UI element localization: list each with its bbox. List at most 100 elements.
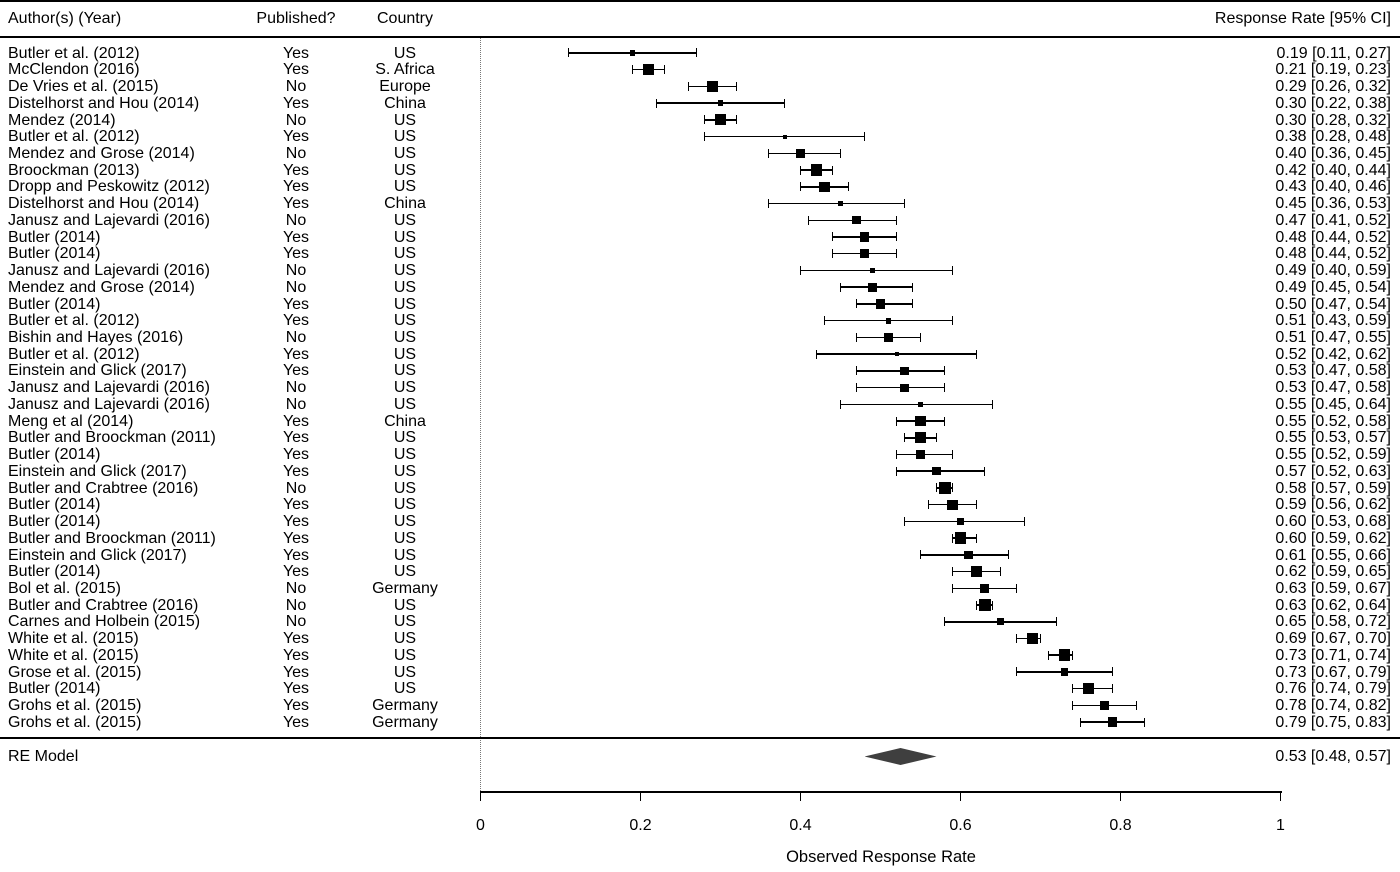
study-country: US <box>393 128 417 146</box>
study-published: Yes <box>282 195 310 213</box>
study-published: Yes <box>282 312 310 330</box>
point-estimate-square <box>915 449 926 460</box>
study-country: US <box>393 312 417 330</box>
study-published: Yes <box>282 546 310 564</box>
study-country: Europe <box>379 78 431 96</box>
study-estimate-ci: 0.51 [0.47, 0.55] <box>1275 329 1391 346</box>
study-published: Yes <box>282 94 310 112</box>
point-estimate-square <box>900 383 909 392</box>
study-country: US <box>393 496 417 514</box>
ci-cap-right <box>1135 700 1138 710</box>
point-estimate-square <box>1107 717 1118 727</box>
study-country: Germany <box>372 713 438 731</box>
study-estimate-ci: 0.49 [0.45, 0.54] <box>1275 278 1391 296</box>
ci-cap-right <box>991 399 994 409</box>
study-country: US <box>393 395 417 413</box>
study-country: US <box>393 663 417 681</box>
ci-cap-right <box>1111 684 1114 694</box>
summary-estimate-ci: 0.53 [0.48, 0.57] <box>1275 748 1391 765</box>
study-country: US <box>393 680 417 698</box>
ci-cap-left <box>567 48 570 58</box>
ci-error-bar <box>840 403 993 406</box>
study-published: No <box>285 144 307 162</box>
study-estimate-ci: 0.19 [0.11, 0.27] <box>1276 44 1391 62</box>
study-author: Einstein and Glick (2017) <box>8 362 187 380</box>
study-estimate-ci: 0.52 [0.42, 0.62] <box>1275 345 1391 363</box>
study-author: Butler and Broockman (2011) <box>8 429 216 447</box>
ci-cap-right <box>839 148 842 158</box>
study-published: Yes <box>282 362 310 380</box>
ci-cap-right <box>663 65 666 75</box>
point-estimate-square <box>918 402 923 407</box>
study-published: Yes <box>282 697 310 715</box>
study-estimate-ci: 0.53 [0.47, 0.58] <box>1275 379 1391 397</box>
study-author: Butler and Crabtree (2016) <box>8 479 199 497</box>
point-estimate-square <box>707 81 718 92</box>
ci-cap-left <box>1071 700 1074 710</box>
ci-cap-right <box>1015 583 1018 593</box>
study-estimate-ci: 0.76 [0.74, 0.79] <box>1275 680 1391 698</box>
x-axis-title: Observed Response Rate <box>786 848 976 866</box>
ci-cap-right <box>975 500 978 510</box>
study-author: Bishin and Hayes (2016) <box>8 329 184 346</box>
study-estimate-ci: 0.55 [0.53, 0.57] <box>1275 429 1391 447</box>
ci-cap-right <box>783 98 786 108</box>
study-author: Grohs et al. (2015) <box>8 713 142 731</box>
x-axis-tick-label: 0.4 <box>789 817 812 834</box>
study-estimate-ci: 0.38 [0.28, 0.48] <box>1275 128 1391 146</box>
column-header-published: Published? <box>256 10 336 27</box>
ci-cap-left <box>855 332 858 342</box>
point-estimate-square <box>885 317 892 324</box>
x-axis-line <box>479 791 1282 793</box>
ci-cap-left <box>815 349 818 359</box>
study-country: US <box>393 630 417 648</box>
ci-cap-right <box>935 433 938 443</box>
column-header-response-rate: Response Rate [95% CI] <box>1214 10 1391 27</box>
study-published: No <box>285 329 307 346</box>
study-published: No <box>285 211 307 229</box>
point-estimate-square <box>938 481 951 494</box>
study-estimate-ci: 0.63 [0.59, 0.67] <box>1275 579 1391 597</box>
point-estimate-square <box>717 100 724 107</box>
study-estimate-ci: 0.59 [0.56, 0.62] <box>1275 496 1391 514</box>
summary-diamond <box>864 748 937 765</box>
x-axis-tick-label: 0.2 <box>629 817 652 834</box>
ci-cap-left <box>927 500 930 510</box>
point-estimate-square <box>1026 632 1039 645</box>
ci-cap-left <box>799 165 802 175</box>
study-country: US <box>393 529 417 547</box>
study-author: Butler (2014) <box>8 245 101 263</box>
study-author: Butler (2014) <box>8 446 101 464</box>
study-author: Janusz and Lajevardi (2016) <box>8 395 210 413</box>
study-country: US <box>393 546 417 564</box>
point-estimate-square <box>642 64 655 76</box>
ci-cap-left <box>1015 667 1018 677</box>
study-published: Yes <box>282 245 310 263</box>
point-estimate-square <box>894 352 899 357</box>
study-estimate-ci: 0.57 [0.52, 0.63] <box>1275 462 1391 480</box>
ci-cap-left <box>903 433 906 443</box>
ci-cap-left <box>839 399 842 409</box>
study-estimate-ci: 0.30 [0.28, 0.32] <box>1275 111 1391 129</box>
ci-cap-right <box>911 282 914 292</box>
study-estimate-ci: 0.73 [0.67, 0.79] <box>1275 663 1391 681</box>
study-estimate-ci: 0.73 [0.71, 0.74] <box>1275 646 1391 664</box>
x-axis-tick-label: 0 <box>476 817 485 834</box>
study-author: Mendez and Grose (2014) <box>8 278 195 296</box>
ci-cap-right <box>1143 717 1146 727</box>
ci-cap-left <box>919 550 922 560</box>
ci-cap-right <box>1111 667 1114 677</box>
point-estimate-square <box>1099 700 1110 711</box>
study-published: No <box>285 278 307 296</box>
ci-cap-right <box>975 349 978 359</box>
ci-cap-left <box>903 516 906 526</box>
study-country: US <box>393 362 417 380</box>
study-estimate-ci: 0.48 [0.44, 0.52] <box>1275 245 1391 263</box>
study-country: US <box>393 245 417 263</box>
ci-cap-right <box>1023 516 1026 526</box>
study-country: US <box>393 262 417 280</box>
point-estimate-square <box>819 181 830 192</box>
study-country: US <box>393 144 417 162</box>
ci-cap-right <box>695 48 698 58</box>
point-estimate-square <box>957 518 964 525</box>
